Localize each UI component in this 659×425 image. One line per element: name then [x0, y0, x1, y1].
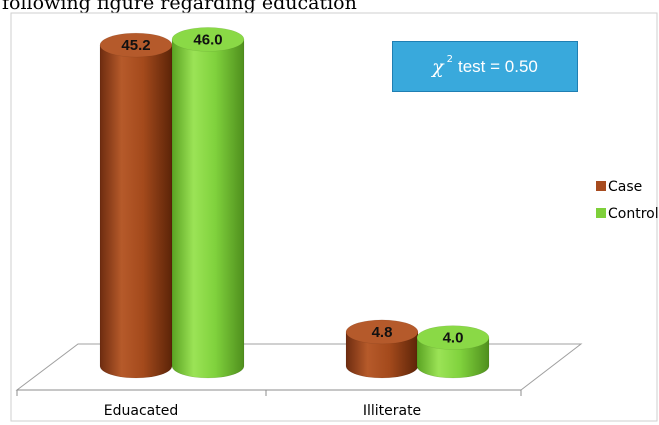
bar-eduacated-control-top	[171, 27, 245, 52]
bar-eduacated-control	[171, 39, 245, 379]
legend-label-case: Case	[608, 179, 642, 195]
legend: Case Control	[596, 179, 659, 222]
chi-superscript: 2	[446, 54, 453, 65]
legend-swatch-control	[596, 208, 606, 218]
chart-border	[10, 12, 658, 422]
value-label-eduacated-case: 45.2	[121, 37, 150, 54]
value-label-illiterate-case: 4.8	[372, 324, 393, 341]
bar-illiterate-case	[345, 331, 419, 379]
chi-symbol: χ	[432, 55, 444, 78]
bar-illiterate-control-top	[416, 325, 490, 350]
legend-swatch-case	[596, 181, 606, 191]
legend-label-control: Control	[608, 206, 659, 222]
bar-eduacated-case	[99, 44, 173, 379]
chi-square-value: test = 0.50	[458, 56, 538, 76]
category-label-illiterate: Illiterate	[363, 403, 421, 419]
chi-square-box: χ 2 test = 0.50	[392, 41, 578, 92]
bar-illiterate-case-top	[345, 319, 419, 345]
caption-fragment: following figure regarding education	[2, 0, 357, 14]
category-label-eduacated: Eduacated	[104, 403, 178, 419]
value-label-eduacated-control: 46.0	[193, 31, 222, 48]
bars-group: 45.2 46.0 4.8 4.0	[99, 27, 490, 379]
value-label-illiterate-control: 4.0	[443, 330, 464, 347]
